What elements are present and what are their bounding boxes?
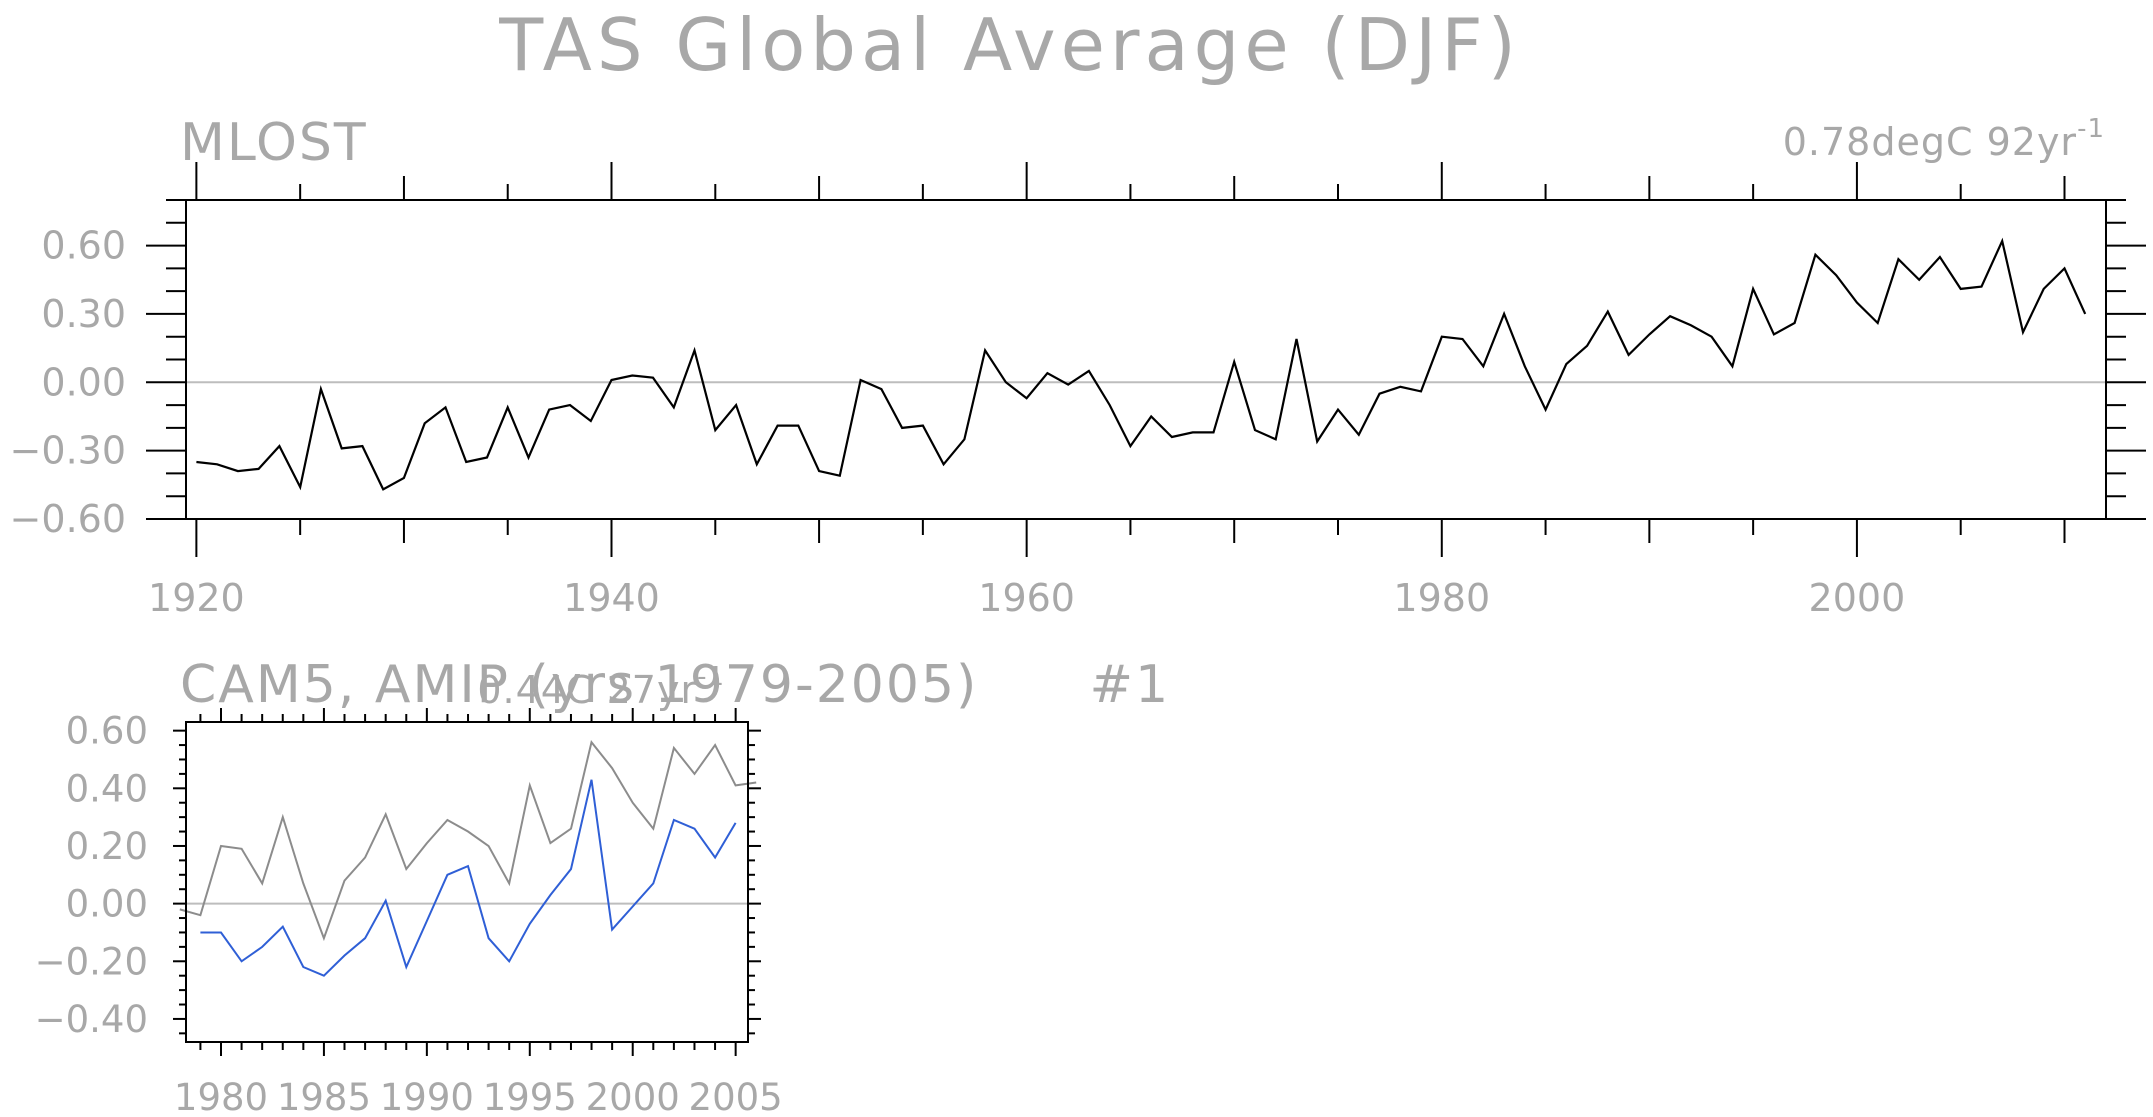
mlost-series-group [196,237,2087,491]
mlost-x-tick-label: 1980 [1393,576,1490,620]
mlost-panel-title: MLOST [180,113,368,173]
cam5-x-tick-label: 1990 [380,1076,474,1117]
mlost-y-tick-label: 0.00 [41,360,126,404]
mlost-y-tick-label: −0.60 [10,497,126,541]
mlost-plot-frame [185,199,2107,520]
mlost-x-tick-label: 1960 [978,576,1075,620]
cam5-x-tick-label: 1980 [174,1076,268,1117]
cam5-y-tick-label: −0.40 [35,998,148,1041]
mlost-x-tick-label: 2000 [1809,576,1906,620]
cam5-y-tick-label: 0.00 [66,883,148,926]
cam5-series-line-2 [200,779,737,977]
cam5-panel-title: CAM5, AMIP (yrs 1979-2005) #1 [180,655,1170,715]
cam5-plot-frame [185,721,749,1043]
mlost-y-tick-label: −0.30 [10,429,126,473]
cam5-x-tick-label: 2005 [689,1076,783,1117]
mlost-trend-value: 0.78degC 92yr [1783,120,2077,164]
cam5-y-tick-label: 0.60 [66,710,148,753]
cam5-trend-value: 0.44C 27yr [477,668,697,712]
cam5-series-line-1 [179,739,757,942]
mlost-y-tick-label: 0.60 [41,224,126,268]
mlost-trend-label: 0.78degC 92yr-1 [1783,114,2105,164]
cam5-y-tick-label: 0.20 [66,825,148,868]
mlost-trend-exponent: -1 [2077,114,2105,144]
mlost-series-line-1 [196,237,2087,491]
cam5-panel: CAM5, AMIP (yrs 1979-2005) #1 0.44C 27yr… [35,655,1170,1117]
cam5-x-tick-label: 1985 [277,1076,371,1117]
mlost-y-tick-label: 0.30 [41,292,126,336]
cam5-series-group [179,739,757,977]
cam5-y-tick-label: −0.20 [35,940,148,983]
cam5-trend-label: 0.44C 27yr-1 [477,662,725,712]
cam5-trend-exponent: -1 [697,662,725,692]
figure-title: TAS Global Average (DJF) [498,3,1521,87]
cam5-ticks-group: 1980 1985 1990 1995 2000 2005 −0.40 −0.20 0.00 0.… [35,708,783,1117]
cam5-x-tick-label: 1995 [483,1076,577,1117]
mlost-x-tick-label: 1940 [563,576,660,620]
cam5-x-tick-label: 2000 [586,1076,680,1117]
mlost-ticks-group: 1920 1940 1960 1980 2000 −0.60 −0.30 0.00 0.30 0.… [10,162,2146,620]
mlost-panel: MLOST 0.78degC 92yr-1 1920 1940 1960 1980 20… [10,113,2146,620]
mlost-x-tick-label: 1920 [148,576,245,620]
cam5-y-tick-label: 0.40 [66,767,148,810]
